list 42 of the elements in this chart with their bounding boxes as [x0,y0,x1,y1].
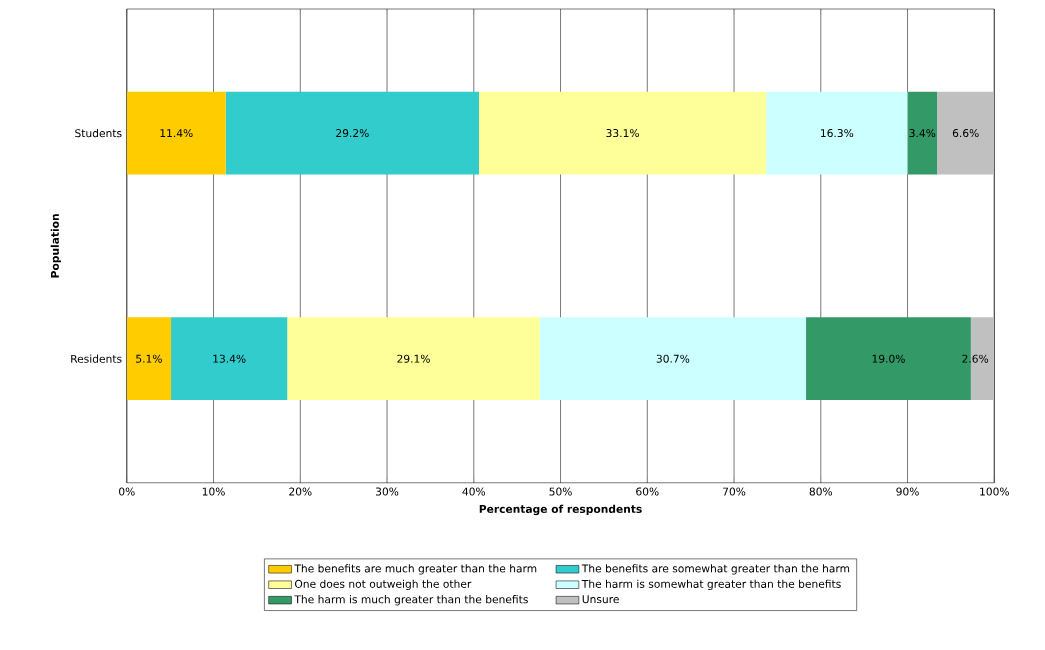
x-tick-label: 20% [289,487,312,496]
legend-label: The benefits are much greater than the harm [294,564,537,575]
bar [225,91,479,175]
data-label: 5.1% [136,354,162,363]
bar [539,317,807,401]
x-tick-label: 40% [462,487,486,496]
x-tick-label: 10% [202,487,225,496]
data-label: 33.1% [606,129,639,138]
x-tick-label: 70% [723,487,746,496]
bar [171,317,288,401]
data-label: 30.7% [656,354,690,363]
y-axis-title: Population [50,214,62,278]
legend-label: Unsure [582,595,619,604]
x-tick-label: 60% [636,487,659,496]
bar [479,91,767,175]
x-tick-label: 80% [809,487,833,496]
bar [287,317,540,401]
bar [937,91,995,175]
x-tick-label: 90% [896,487,919,496]
legend-label: The benefits are somewhat greater than the harm [581,564,850,575]
data-label: 6.6% [952,129,979,138]
x-tick-label: 30% [375,487,399,496]
data-label: 29.1% [397,354,430,363]
data-label: 13.4% [213,354,246,363]
y-tick-label: Students [75,129,122,138]
data-label: 11.4% [160,129,193,138]
data-label: 29.2% [336,129,369,138]
legend-label: The harm is much greater than the benefits [294,595,528,606]
data-label: 3.4% [909,129,936,138]
legend-label: The harm is somewhat greater than the benefits [581,579,841,591]
bar [126,91,226,175]
data-label: 16.3% [821,129,854,138]
x-tick-label: 0% [119,487,135,496]
legend-label: One does not outweigh the other [295,579,472,591]
y-tick-label: Residents [71,354,122,364]
bar [907,91,938,175]
x-tick-label: 50% [549,487,572,496]
x-axis-title: Percentage of respondents [479,504,642,516]
bar [766,91,908,175]
data-label: 19.0% [872,354,905,363]
x-tick-label: 100% [980,487,1009,496]
bar [126,317,172,401]
